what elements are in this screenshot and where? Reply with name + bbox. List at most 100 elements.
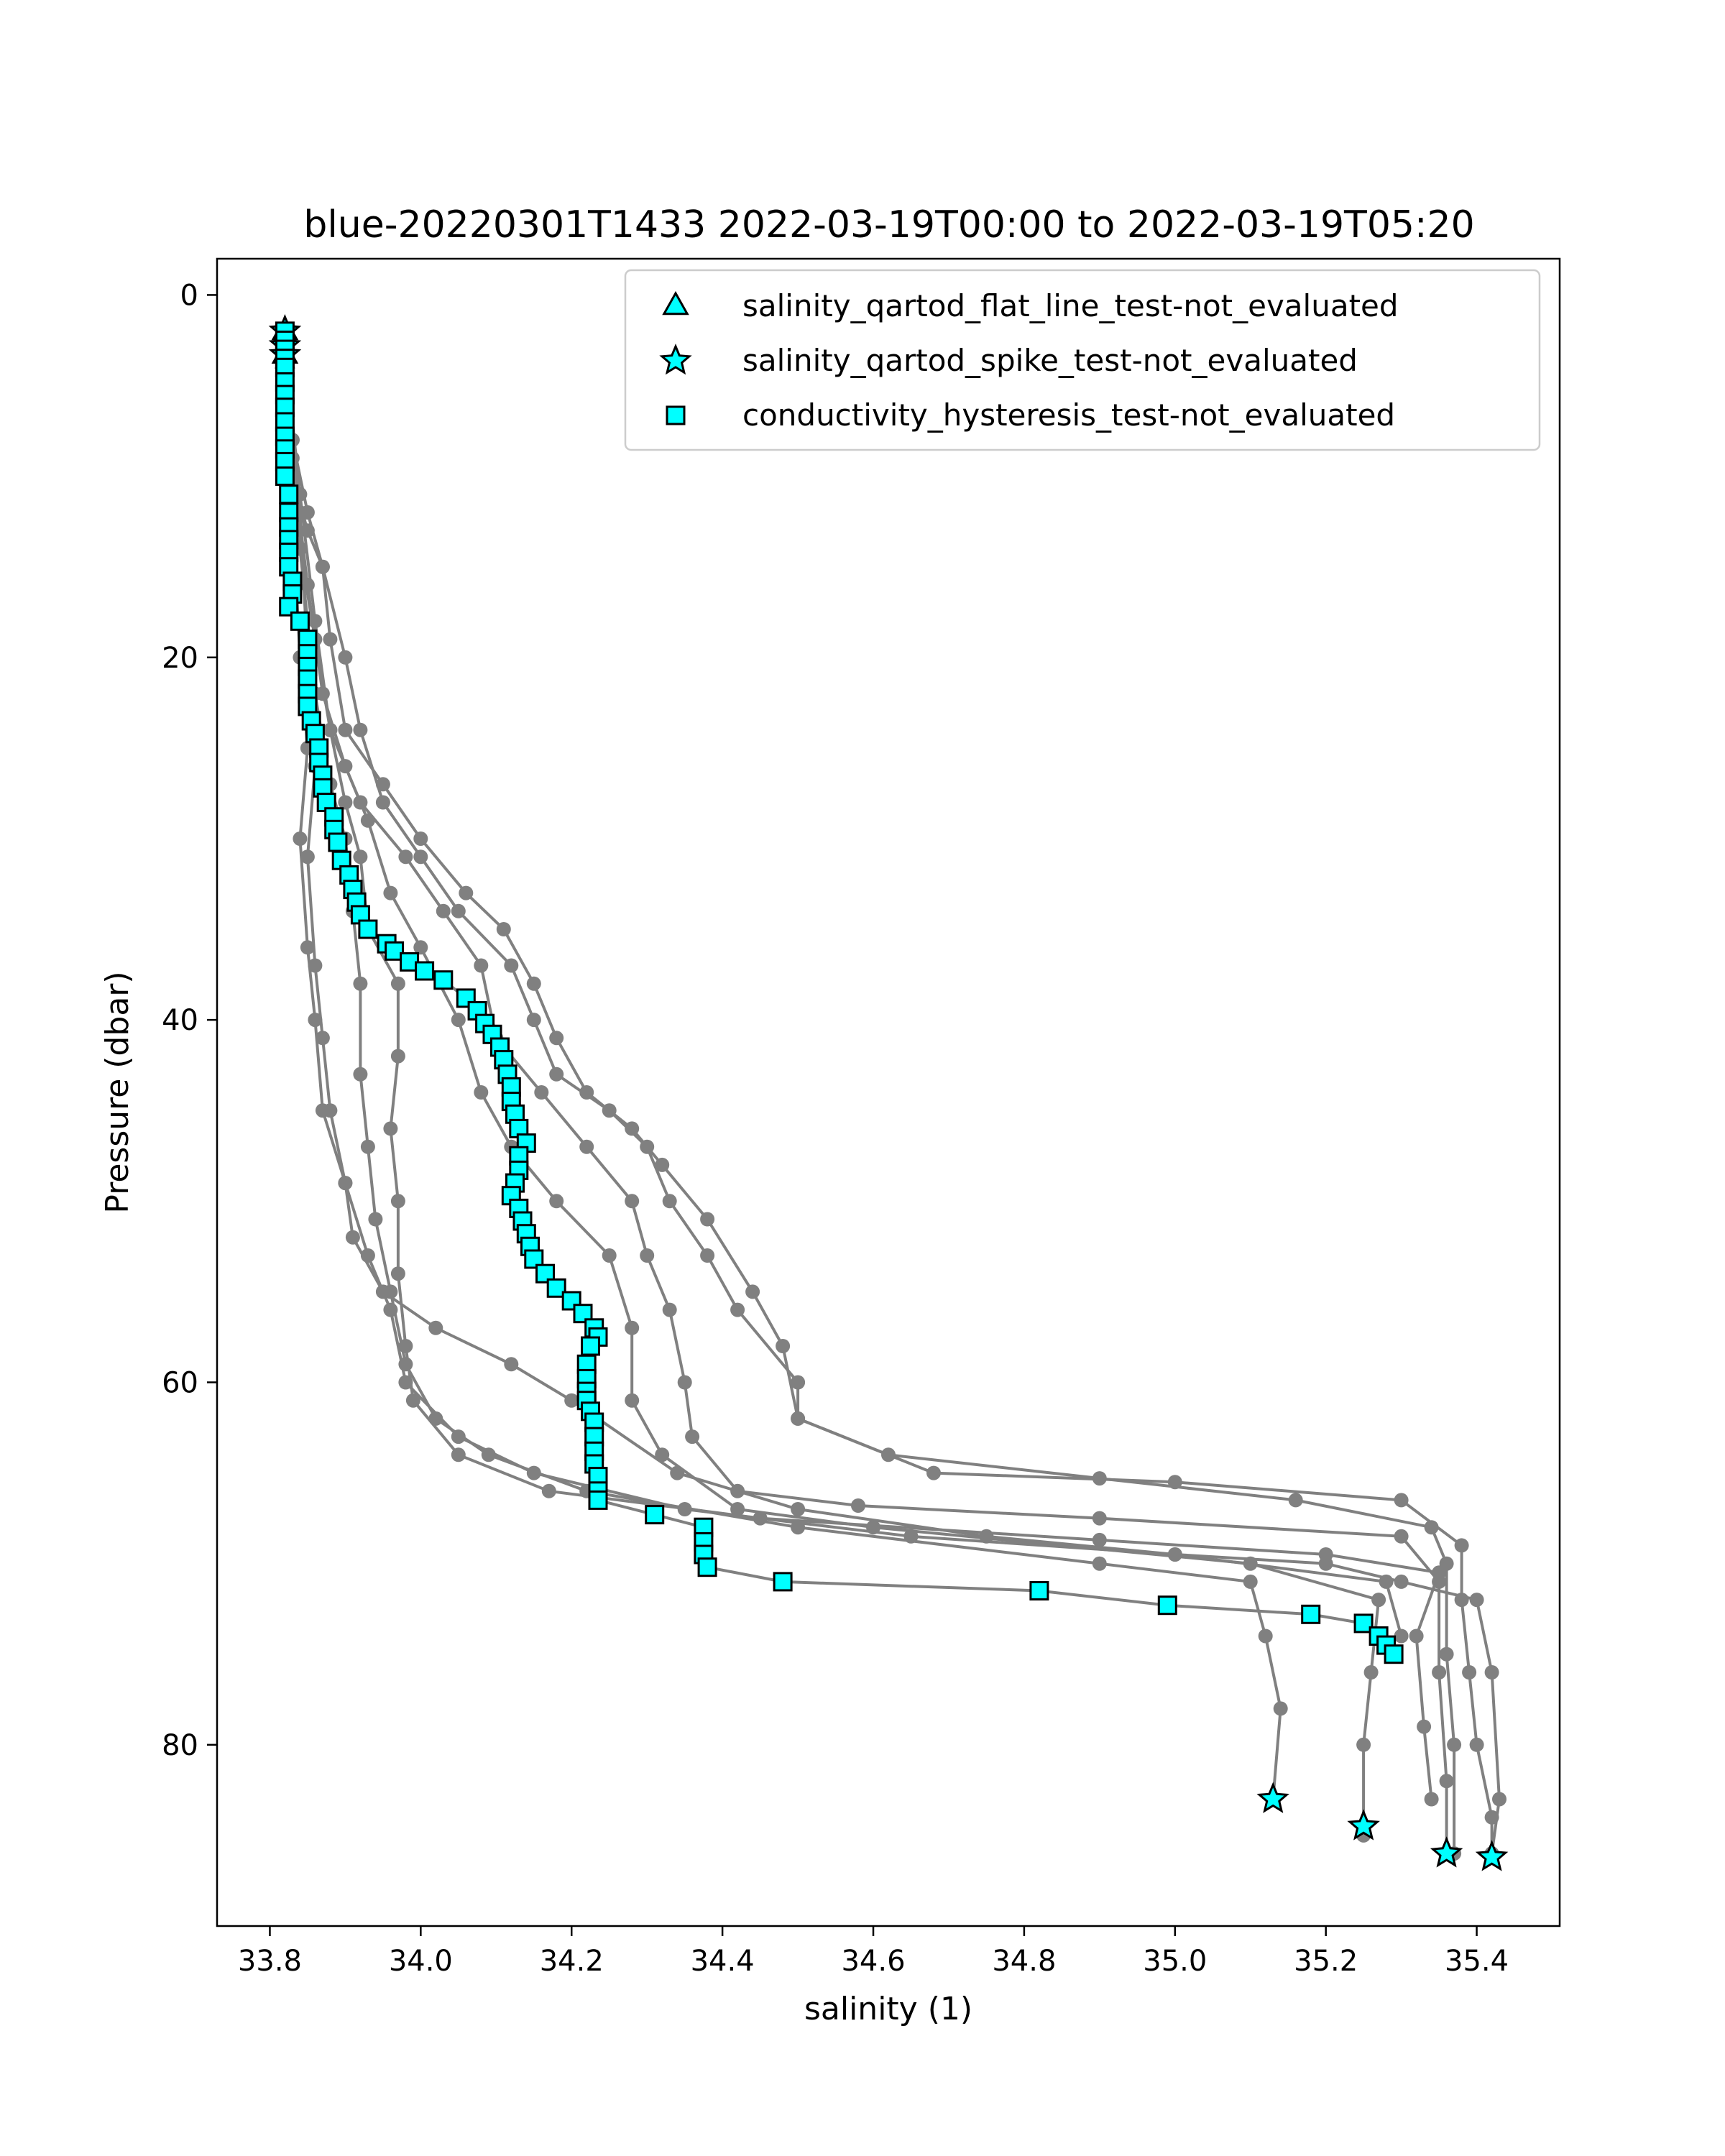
profile-3-point-11	[534, 1085, 549, 1100]
profile-6-point-20	[1394, 1628, 1409, 1644]
hysteresis-test-marker-103	[1384, 1644, 1404, 1664]
hysteresis-test-marker-95	[697, 1557, 717, 1577]
profile-6-point-7	[315, 1031, 330, 1046]
profile-4-point-14	[625, 1320, 640, 1335]
profile-8-point-16	[903, 1529, 919, 1544]
hysteresis-test-marker-75	[573, 1304, 593, 1324]
profile-8-point-11	[383, 1302, 398, 1317]
profile-7-point-19	[1258, 1628, 1273, 1644]
profile-8-point-20	[1469, 1593, 1484, 1608]
hysteresis-test-marker-49	[415, 961, 435, 981]
profile-5-point-18	[1092, 1532, 1107, 1547]
profile-4-point-16	[655, 1447, 670, 1462]
y-tick-label-2: 20	[162, 642, 198, 675]
profile-3-point-20	[1092, 1511, 1107, 1526]
spike-test-marker-4	[1256, 1782, 1289, 1813]
profile-7-point-18	[1243, 1574, 1258, 1589]
profile-2-point-21	[1092, 1471, 1107, 1486]
profile-1-point-10	[451, 903, 466, 918]
profile-6-point-16	[791, 1502, 806, 1516]
profile-2-point-8	[413, 831, 428, 846]
profile-3-point-13	[625, 1194, 640, 1209]
profile-4-point-6	[360, 813, 375, 828]
profile-5-point-3	[308, 614, 323, 629]
y-tick-label-1: 0	[180, 279, 198, 312]
profile-1-point-19	[791, 1375, 806, 1390]
chart-title: blue-20220301T1433 2022-03-19T00:00 to 2…	[303, 203, 1474, 247]
profile-4-point-12	[549, 1194, 564, 1209]
profile-6-point-13	[504, 1357, 519, 1372]
profile-5-point-21	[1409, 1628, 1424, 1644]
hysteresis-test-marker-50	[433, 970, 454, 990]
profile-2-point-11	[526, 976, 541, 991]
profile-5-point-16	[541, 1483, 556, 1498]
profile-2-point-16	[700, 1212, 715, 1227]
hysteresis-test-marker-96	[773, 1572, 793, 1592]
profile-2-point-17	[745, 1284, 760, 1299]
profile-3-point-23	[1432, 1665, 1447, 1680]
profile-2-point-22	[1288, 1493, 1303, 1508]
profile-4-point-5	[338, 759, 353, 774]
x-tick-label-6: 34.8	[992, 1945, 1056, 1978]
profile-5-point-12	[390, 1266, 405, 1281]
profile-5-point-4	[323, 722, 338, 737]
profile-4-point-7	[383, 885, 398, 900]
profile-5-point-20	[1432, 1565, 1447, 1580]
profile-8-point-6	[300, 940, 315, 955]
profile-2-point-4	[315, 559, 330, 574]
profile-8-point-21	[1484, 1665, 1499, 1680]
hysteresis-test-marker-90	[588, 1490, 608, 1510]
spike-test-marker-5	[1347, 1809, 1380, 1841]
hysteresis-test-marker-39	[328, 832, 348, 852]
profile-8-point-22	[1492, 1792, 1506, 1807]
profile-8-point-10	[360, 1248, 375, 1263]
profile-3-point-9	[474, 958, 489, 973]
profile-4-point-8	[413, 940, 428, 955]
hysteresis-test-marker-99	[1301, 1604, 1321, 1624]
profile-1-point-7	[353, 722, 368, 737]
profile-4-point-9	[451, 1013, 466, 1028]
profile-4-point-10	[474, 1085, 489, 1100]
profile-5-point-11	[390, 1194, 405, 1209]
profile-1-point-17	[700, 1248, 715, 1263]
profile-4-point-20	[1371, 1593, 1386, 1608]
x-tick-label-4: 34.4	[691, 1945, 755, 1978]
profile-3-point-14	[640, 1248, 655, 1263]
hysteresis-test-marker-73	[546, 1278, 566, 1298]
x-tick-label-3: 34.2	[540, 1945, 604, 1978]
y-axis-label: Pressure (dbar)	[99, 971, 136, 1213]
plot-frame	[216, 257, 1561, 1927]
profile-3-point-17	[685, 1429, 700, 1445]
profile-5-point-14	[405, 1393, 420, 1408]
profile-2-point-18	[776, 1339, 791, 1353]
profile-1-point-6	[338, 650, 353, 665]
profile-2-point-23	[1424, 1520, 1439, 1535]
profile-1-point-24	[1454, 1538, 1469, 1553]
x-tick-label-7: 35.0	[1143, 1945, 1207, 1978]
profile-2-point-9	[459, 885, 474, 900]
profile-8-point-12	[398, 1375, 413, 1390]
profile-8-point-18	[1318, 1556, 1333, 1571]
x-tick-label-9: 35.4	[1445, 1945, 1509, 1978]
profile-2-point-10	[496, 922, 511, 936]
profile-1-point-27	[1469, 1737, 1484, 1752]
profile-4-point-21	[1363, 1665, 1379, 1680]
profile-8-point-17	[1167, 1547, 1182, 1562]
profile-7-point-14	[481, 1447, 496, 1462]
profile-7-point-10	[368, 1212, 383, 1227]
x-axis-label: salinity (1)	[804, 1991, 972, 2027]
profile-4-point-15	[625, 1393, 640, 1408]
hysteresis-test-marker-45	[358, 919, 378, 939]
profile-1-point-16	[662, 1194, 677, 1209]
profile-2-point-7	[375, 777, 390, 792]
profile-1-point-12	[526, 1013, 541, 1028]
hysteresis-test-marker-13	[275, 466, 295, 487]
profile-5-point-9	[390, 1049, 405, 1064]
hysteresis-test-marker-23	[290, 611, 310, 631]
profile-7-point-13	[428, 1411, 443, 1426]
profile-3-point-12	[579, 1139, 594, 1154]
profile-7-point-8	[353, 1067, 368, 1082]
profile-5-point-15	[451, 1447, 466, 1462]
profile-3-point-21	[1394, 1529, 1409, 1544]
